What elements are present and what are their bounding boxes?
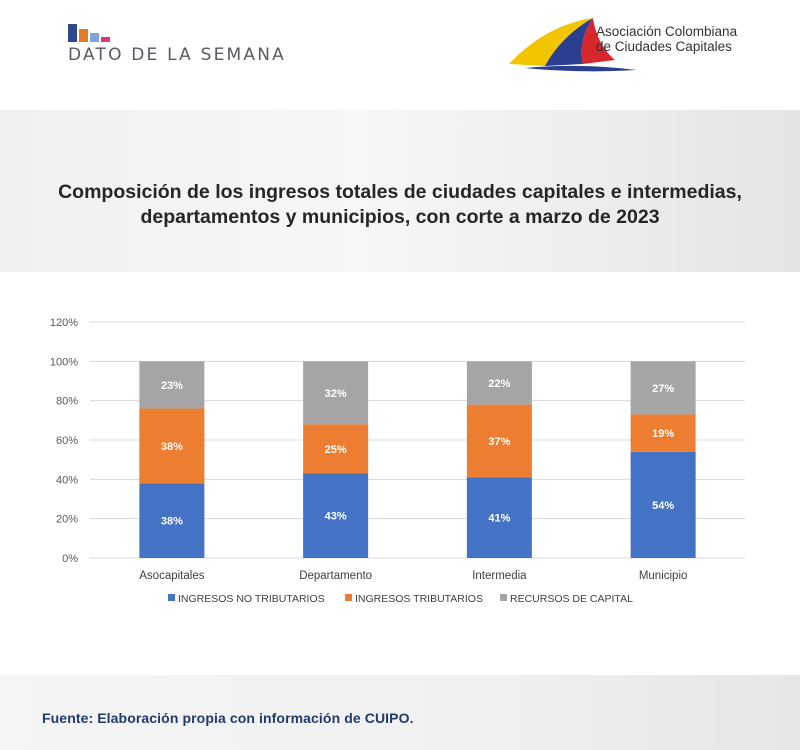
- data-label: 43%: [325, 511, 347, 523]
- bar-segment: [630, 361, 696, 415]
- y-tick-label: 100%: [50, 356, 78, 368]
- data-label: 37%: [488, 436, 510, 448]
- y-tick-label: 20%: [56, 514, 78, 526]
- data-label: 41%: [488, 513, 510, 525]
- x-tick-label: Asocapitales: [139, 570, 204, 582]
- stacked-bar-chart: 0% 20% 40% 60% 80% 100% 120% 38% 38% 23% 43% 25% 32…: [50, 317, 745, 605]
- legend-label: INGRESOS TRIBUTARIOS: [355, 593, 483, 605]
- association-logo-icon: [509, 18, 637, 72]
- bar-segment: [630, 414, 696, 452]
- header-band: DATO DE LA SEMANA Asociación Colombiana …: [0, 0, 800, 110]
- association-name-line1: Asociación Colombiana: [596, 24, 738, 39]
- footer-band: [0, 675, 800, 750]
- data-label: 38%: [161, 516, 183, 528]
- data-label: 38%: [161, 441, 183, 453]
- y-tick-label: 80%: [56, 396, 78, 408]
- data-label: 23%: [161, 380, 183, 392]
- legend-swatch: [345, 594, 352, 601]
- data-label: 22%: [488, 378, 510, 390]
- bar-segment: [139, 483, 205, 558]
- y-tick-label: 40%: [56, 474, 78, 486]
- legend-swatch: [168, 594, 175, 601]
- x-tick-label: Municipio: [639, 570, 688, 582]
- chart-title: Composición de los ingresos totales de c…: [58, 181, 742, 228]
- bar-segment: [630, 451, 696, 558]
- bar-segment: [139, 408, 205, 484]
- data-label: 25%: [325, 444, 347, 456]
- data-label: 19%: [652, 428, 674, 440]
- title-band: [0, 110, 800, 272]
- bar-segment: [466, 404, 532, 478]
- data-label: 54%: [652, 500, 674, 512]
- bar-segment: [466, 477, 532, 558]
- association-name: Asociación Colombiana de Ciudades Capita…: [596, 24, 737, 54]
- bar-segment: [303, 473, 369, 558]
- x-tick-label: Departamento: [299, 570, 372, 582]
- y-tick-label: 60%: [56, 435, 78, 447]
- y-tick-label: 120%: [50, 317, 78, 329]
- bar-segment: [466, 361, 532, 405]
- x-tick-label: Intermedia: [472, 570, 527, 582]
- bar-segment: [303, 361, 369, 425]
- bar-segment: [139, 361, 205, 409]
- section-title: DATO DE LA SEMANA: [68, 45, 286, 65]
- data-label: 27%: [652, 383, 674, 395]
- data-label: 32%: [325, 388, 347, 400]
- legend-label: INGRESOS NO TRIBUTARIOS: [178, 593, 325, 605]
- association-name-line2: de Ciudades Capitales: [596, 39, 732, 54]
- legend-swatch: [500, 594, 507, 601]
- bars-logo-icon: [68, 24, 112, 42]
- y-tick-label: 0%: [62, 553, 78, 565]
- legend-label: RECURSOS DE CAPITAL: [510, 593, 633, 605]
- source-note: Fuente: Elaboración propia con informaci…: [42, 710, 414, 726]
- bar-segment: [303, 424, 369, 474]
